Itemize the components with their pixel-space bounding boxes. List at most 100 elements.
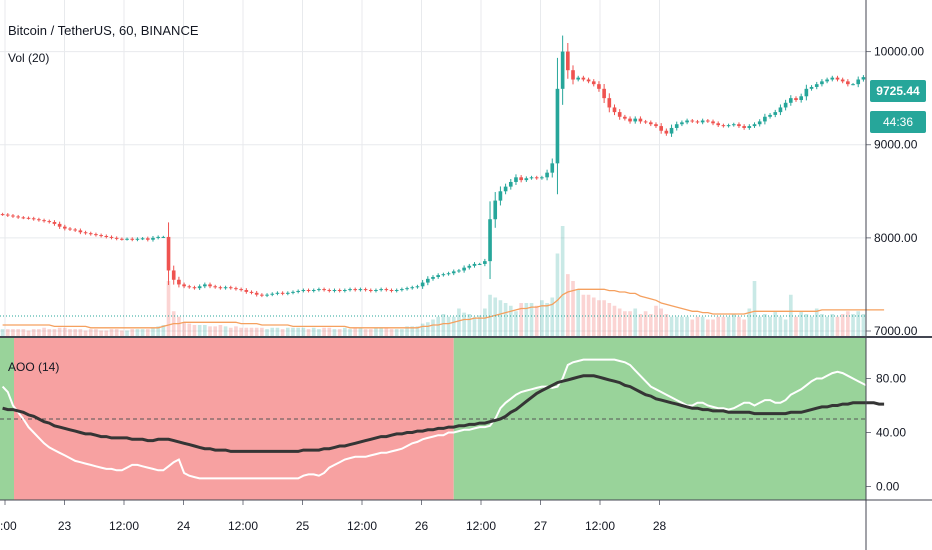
- candle-body: [265, 294, 269, 296]
- candle-body: [514, 177, 518, 182]
- candle-body: [42, 220, 46, 222]
- volume-bar: [94, 329, 98, 336]
- candle-body: [88, 233, 93, 235]
- candle-body: [436, 275, 441, 277]
- candle-body: [856, 79, 861, 85]
- volume-bar: [140, 329, 145, 336]
- time-tick-label: 12:00: [109, 519, 139, 533]
- volume-bar: [737, 316, 741, 336]
- candle-body: [234, 288, 238, 290]
- volume-bar: [571, 281, 575, 336]
- candle-body: [451, 271, 456, 274]
- candle-body: [213, 286, 218, 288]
- volume-bar: [534, 305, 539, 336]
- volume-bar: [208, 326, 212, 336]
- volume-bar: [757, 316, 762, 336]
- candle-body: [503, 186, 508, 192]
- candle-body: [52, 222, 57, 224]
- volume-bar: [436, 316, 441, 336]
- volume-bar: [643, 311, 648, 336]
- candle-body: [68, 228, 72, 230]
- candle-body: [223, 287, 228, 289]
- volume-bar: [550, 297, 555, 336]
- volume-bar: [88, 329, 93, 336]
- candle-body: [374, 290, 378, 292]
- candle-body: [301, 290, 306, 292]
- candle-body: [431, 276, 435, 279]
- volume-bar: [706, 319, 710, 336]
- candle-body: [322, 289, 326, 291]
- candle-body: [825, 79, 829, 82]
- candle-body: [275, 292, 280, 294]
- price-tick-label: 8000.00: [874, 231, 918, 245]
- time-tick-label: 12:00: [585, 519, 615, 533]
- volume-bar: [0, 329, 5, 336]
- candle-body: [415, 286, 420, 288]
- volume-bar: [11, 329, 15, 336]
- volume-bar: [846, 311, 850, 336]
- volume-bar: [400, 329, 404, 336]
- candle-body: [763, 116, 767, 122]
- volume-bar: [21, 329, 26, 336]
- volume-bar: [825, 316, 829, 336]
- candle-body: [400, 289, 404, 291]
- volume-bar: [197, 325, 202, 336]
- volume-bar: [566, 274, 570, 336]
- volume-bar: [483, 308, 487, 336]
- volume-bar: [125, 330, 129, 336]
- volume-bar: [322, 327, 326, 336]
- volume-bar: [358, 327, 363, 336]
- candle-body: [151, 237, 155, 240]
- candle-body: [633, 118, 638, 122]
- candle-body: [472, 263, 477, 266]
- volume-bar: [218, 325, 223, 336]
- volume-bar: [73, 329, 78, 336]
- volume-bar: [540, 300, 544, 336]
- volume-bar: [503, 303, 508, 336]
- volume-histogram: [0, 226, 885, 336]
- volume-bar: [788, 294, 793, 336]
- candle-body: [814, 84, 819, 87]
- volume-bar: [529, 303, 534, 336]
- candle-body: [166, 236, 171, 271]
- volume-bar: [628, 311, 632, 336]
- candle-body: [291, 291, 295, 293]
- volume-bar: [120, 330, 124, 336]
- volume-bar: [467, 314, 472, 336]
- volume-bar: [306, 329, 311, 336]
- volume-bar: [332, 329, 337, 336]
- candle-body: [270, 293, 275, 295]
- time-tick-label: 25: [296, 519, 310, 533]
- volume-bar: [161, 325, 166, 336]
- candle-body: [586, 79, 591, 82]
- candle-body: [799, 96, 803, 101]
- volume-bar: [156, 326, 160, 336]
- volume-bar: [177, 316, 181, 336]
- volume-bar: [514, 311, 518, 336]
- volume-bar: [42, 327, 46, 336]
- volume-bar: [856, 311, 861, 336]
- candle-body: [348, 289, 352, 291]
- symbol-title: Bitcoin / TetherUS, 60, BINANCE: [8, 23, 199, 38]
- volume-bar: [343, 327, 347, 336]
- candle-body: [809, 86, 814, 89]
- volume-bar: [664, 314, 669, 336]
- candle-body: [228, 287, 233, 289]
- volume-bar: [291, 327, 295, 336]
- candle-body: [203, 284, 207, 287]
- candle-body: [851, 84, 855, 86]
- volume-bar: [47, 329, 52, 336]
- candle-body: [545, 172, 549, 178]
- candle-body: [182, 284, 186, 287]
- volume-bar: [633, 308, 638, 336]
- candle-body: [835, 77, 840, 80]
- candle-body: [37, 219, 41, 221]
- volume-bar: [213, 326, 218, 336]
- candle-body: [446, 273, 451, 275]
- volume-bar: [498, 300, 503, 336]
- last-price-badge: 9725.44: [870, 80, 926, 102]
- candle-body: [846, 81, 850, 85]
- volume-bar: [104, 330, 109, 336]
- volume-bar: [254, 327, 259, 336]
